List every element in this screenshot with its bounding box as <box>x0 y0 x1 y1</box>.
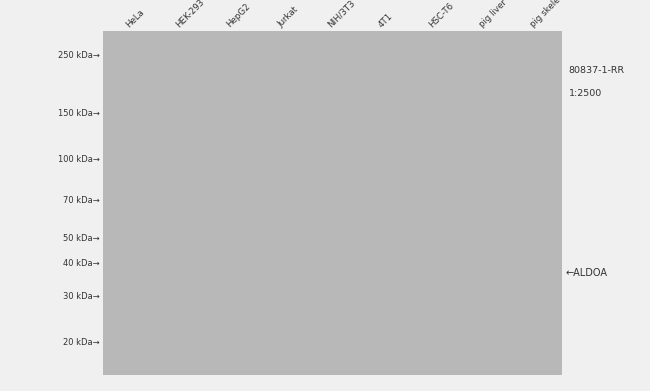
Ellipse shape <box>372 271 395 275</box>
Ellipse shape <box>220 271 243 276</box>
Text: HEK-293: HEK-293 <box>174 0 207 29</box>
Ellipse shape <box>318 267 346 278</box>
Text: 40 kDa→: 40 kDa→ <box>63 259 99 269</box>
Ellipse shape <box>169 271 193 276</box>
Text: HSC-T6: HSC-T6 <box>427 1 456 29</box>
Ellipse shape <box>469 269 500 278</box>
Text: NIH/3T3: NIH/3T3 <box>326 0 357 29</box>
Ellipse shape <box>415 263 452 283</box>
Text: 1:2500: 1:2500 <box>569 89 602 99</box>
Text: 250 kDa→: 250 kDa→ <box>58 51 99 60</box>
Text: pig liver: pig liver <box>478 0 509 29</box>
Text: 70 kDa→: 70 kDa→ <box>62 196 99 205</box>
Ellipse shape <box>370 268 396 278</box>
Ellipse shape <box>270 271 294 276</box>
Text: HeLa: HeLa <box>124 7 146 29</box>
Text: HepG2: HepG2 <box>225 2 252 29</box>
Text: 150 kDa→: 150 kDa→ <box>58 109 99 118</box>
Ellipse shape <box>466 262 502 283</box>
Text: ←ALDOA: ←ALDOA <box>566 268 608 278</box>
Text: 80837-1-RR: 80837-1-RR <box>569 66 625 75</box>
Text: Jurkat: Jurkat <box>276 5 300 29</box>
Text: 100 kDa→: 100 kDa→ <box>58 155 99 164</box>
Ellipse shape <box>520 265 549 280</box>
Ellipse shape <box>217 267 246 278</box>
Text: pig skeletal muscle: pig skeletal muscle <box>528 0 593 29</box>
Text: WWW.PTGLAB.COM: WWW.PTGLAB.COM <box>200 160 208 247</box>
Text: 4T1: 4T1 <box>376 11 395 29</box>
Ellipse shape <box>418 270 449 278</box>
Text: 30 kDa→: 30 kDa→ <box>62 292 99 301</box>
Ellipse shape <box>114 265 147 280</box>
Ellipse shape <box>167 267 195 279</box>
Text: 50 kDa→: 50 kDa→ <box>63 234 99 243</box>
Ellipse shape <box>268 267 296 279</box>
Ellipse shape <box>522 271 547 276</box>
Ellipse shape <box>116 271 144 276</box>
Ellipse shape <box>320 271 344 276</box>
Text: 20 kDa→: 20 kDa→ <box>63 338 99 347</box>
